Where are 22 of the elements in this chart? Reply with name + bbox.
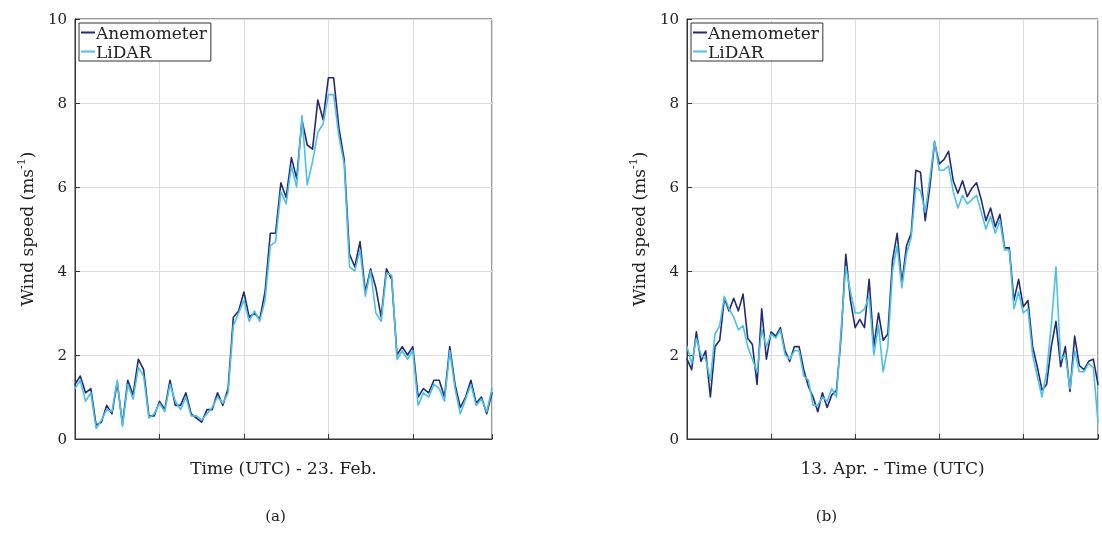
y-tick-label: 2 xyxy=(57,346,67,364)
x-axis-title: Time (UTC) - 23. Feb. xyxy=(190,457,377,478)
legend-label: LiDAR xyxy=(96,41,153,62)
y-tick-label: 0 xyxy=(669,430,679,448)
y-tick-label: 0 xyxy=(57,430,67,448)
text: (b) xyxy=(815,506,838,525)
x-axis-title: 13. Apr. - Time (UTC) xyxy=(800,457,985,478)
text: (a) xyxy=(265,506,286,525)
y-tick-label: 10 xyxy=(659,10,679,28)
y-tick-label: 8 xyxy=(669,94,679,112)
y-axis-title: Wind speed (ms-1) xyxy=(627,151,649,307)
y-tick-label: 10 xyxy=(47,10,67,28)
y-tick-label: 8 xyxy=(57,94,67,112)
y-tick-label: 6 xyxy=(57,178,67,196)
y-tick-label: 6 xyxy=(669,178,679,196)
y-axis-title: Wind speed (ms-1) xyxy=(15,151,37,307)
y-tick-label: 2 xyxy=(669,346,679,364)
legend-label: Anemometer xyxy=(95,22,208,43)
legend-label: Anemometer xyxy=(707,22,820,43)
legend-label: LiDAR xyxy=(708,41,765,62)
y-tick-label: 4 xyxy=(669,262,679,280)
y-tick-label: 4 xyxy=(57,262,67,280)
